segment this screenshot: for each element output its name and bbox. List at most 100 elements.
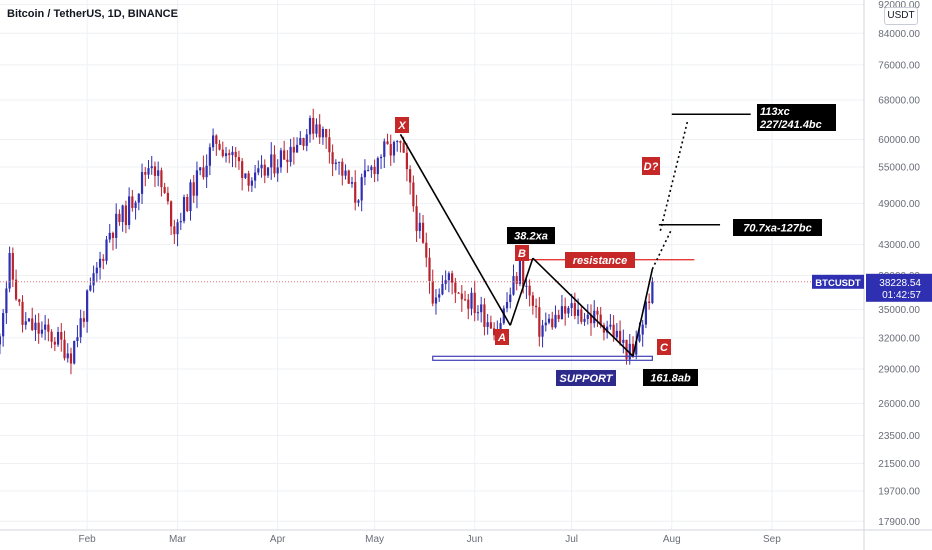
x-tick-label: May (365, 534, 384, 545)
candle-body (231, 151, 234, 156)
candle-body (318, 124, 321, 138)
candle-body (105, 239, 108, 261)
candle-body (302, 138, 305, 146)
candle-body (18, 299, 21, 302)
candle-body (396, 141, 399, 143)
label-c: C (660, 342, 669, 354)
label-38-2xa-box (507, 227, 555, 244)
x-tick-label: Mar (169, 534, 187, 545)
candle-body (241, 161, 244, 178)
candle-body (486, 322, 489, 327)
candle-body (221, 149, 224, 157)
label-resistance: resistance (573, 255, 627, 267)
candle-body (79, 318, 82, 338)
label-a: A (497, 332, 506, 344)
candle-body (628, 343, 631, 360)
candle-body (328, 137, 331, 153)
y-tick-label: 35000.00 (878, 305, 920, 316)
candle-body (576, 309, 580, 316)
candle-body (547, 318, 551, 323)
candle-body (215, 135, 218, 144)
candle-body (82, 318, 85, 322)
candle-body (454, 282, 457, 293)
candle-body (493, 328, 496, 336)
candle-body (599, 314, 602, 326)
currency-button[interactable]: USDT (884, 7, 918, 25)
label-support: SUPPORT (560, 373, 614, 385)
candle-body (121, 205, 124, 222)
candle-body (150, 166, 153, 169)
candle-body (108, 232, 111, 240)
candle-body (5, 288, 8, 314)
label-38-2xa: 38.2xa (514, 231, 548, 243)
candle-body (60, 332, 63, 340)
candle-body (367, 170, 370, 172)
y-tick-label: 92000.00 (878, 0, 920, 11)
candle-body (205, 165, 208, 178)
candle-body (418, 222, 421, 232)
candle-body (321, 128, 325, 138)
candle-body (86, 290, 89, 322)
candle-body (638, 334, 641, 342)
candle-body (580, 309, 583, 322)
projection-dotted-line (651, 230, 672, 270)
candle-body (470, 292, 473, 309)
candle-body (247, 173, 250, 186)
candle-body (128, 196, 131, 226)
candle-body (564, 306, 567, 314)
candle-body (509, 294, 512, 303)
candle-body (14, 279, 18, 300)
candle-body (525, 285, 528, 287)
candle-body (95, 267, 98, 274)
candle-body (541, 325, 544, 337)
label-a-box (495, 329, 509, 345)
candle-body (182, 196, 186, 222)
candle-body (444, 280, 447, 284)
y-tick-label: 19700.00 (878, 487, 920, 498)
support-box (432, 355, 653, 361)
candle-body (499, 323, 502, 333)
label-b: B (518, 248, 526, 260)
symbol-tag (812, 274, 864, 289)
candle-body (467, 299, 470, 309)
label-70-7xa: 70.7xa-127bc (743, 223, 812, 235)
candle-body (354, 182, 357, 203)
candle-body (273, 154, 276, 174)
candle-body (0, 336, 2, 345)
candle-body (431, 281, 434, 304)
candle-body (299, 138, 302, 145)
candle-body (531, 295, 534, 306)
label-support-box (556, 370, 616, 386)
candle-body (212, 135, 215, 148)
candle-body (208, 147, 211, 166)
y-tick-label: 21500.00 (878, 459, 920, 470)
candle-body (234, 151, 237, 158)
candle-body (73, 341, 76, 364)
candle-body (176, 222, 179, 235)
drawings: X A B C D? 38.2xa 161.8ab resistance SUPPORT 70.7… (0, 104, 864, 386)
grid (0, 0, 864, 530)
candle-body (641, 324, 644, 335)
candle-body (383, 141, 386, 157)
candle-body (648, 301, 651, 303)
candle-body (98, 258, 102, 268)
pattern-leg (399, 133, 511, 326)
label-b-box (515, 245, 529, 261)
candle-body (8, 253, 11, 289)
candle-body (170, 201, 173, 227)
label-c-box (657, 339, 671, 355)
y-tick-label: 84000.00 (878, 29, 920, 40)
chart-title: Bitcoin / TetherUS, 1D, BINANCE (7, 8, 178, 20)
candle-body (266, 167, 270, 176)
candle-body (560, 306, 564, 319)
candle-body (115, 213, 118, 238)
candle-body (283, 150, 286, 160)
candle-body (483, 304, 486, 327)
candle-body (554, 314, 557, 328)
candle-body (92, 273, 95, 286)
label-x-box (395, 117, 409, 133)
label-113xc: 113xc (760, 106, 790, 118)
candle-body (331, 152, 334, 165)
candle-body (392, 141, 396, 156)
